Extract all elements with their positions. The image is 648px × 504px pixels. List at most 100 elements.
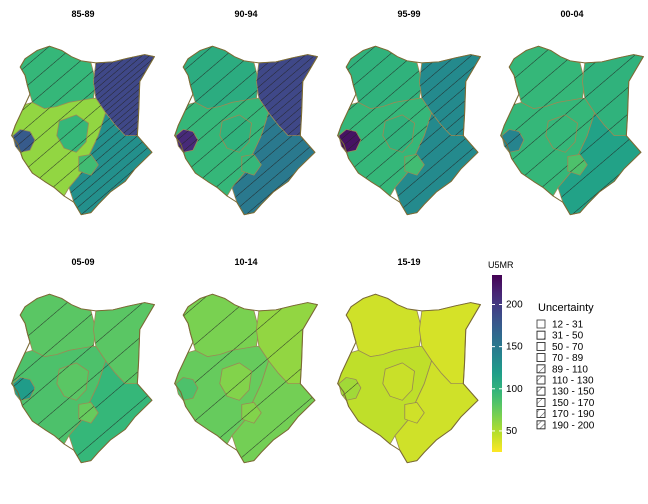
map-panel-00-04: 00-04 [500, 9, 644, 216]
uncertainty-hatch-coast [69, 360, 152, 463]
kenya-map [11, 293, 155, 464]
uncertainty-hatch-nairobi [567, 154, 588, 176]
uncertainty-hatch-coast [558, 112, 641, 215]
uncertainty-hatch-northwest [183, 294, 259, 357]
uncertainty-legend-item: 110 - 130 [536, 375, 594, 387]
uncertainty-legend-label: 31 - 50 [552, 331, 584, 342]
country-border [11, 45, 155, 216]
uncertainty-swatch-hatch [536, 341, 546, 351]
uncertainty-hatch-northwest [509, 46, 585, 109]
panel-title: 85-89 [71, 9, 94, 19]
region-nairobi [404, 402, 425, 424]
uncertainty-legend-label: 12 - 31 [552, 320, 584, 331]
map-panel-90-94: 90-94 [174, 9, 318, 216]
map-panel-05-09: 05-09 [11, 257, 155, 464]
uncertainty-legend-item: 31 - 50 [536, 330, 584, 342]
country-border [174, 293, 318, 464]
uncertainty-legend-label: 190 - 200 [552, 420, 595, 431]
kenya-map [11, 45, 155, 216]
uncertainty-hatch-northeast [256, 54, 318, 136]
panel-title: 15-19 [397, 257, 420, 267]
uncertainty-hatch-central [219, 114, 252, 153]
uncertainty-legend-item: 130 - 150 [536, 386, 595, 398]
uncertainty-legend-label: 150 - 170 [552, 398, 595, 409]
uncertainty-hatch-coast [69, 112, 152, 215]
uncertainty-swatch-hatch [536, 375, 546, 385]
region-central [382, 362, 415, 401]
uncertainty-hatch-central [545, 114, 578, 153]
panel-title: 95-99 [397, 9, 420, 19]
uncertainty-hatch-coast [395, 112, 478, 215]
colorbar-tick-label: 150 [506, 342, 523, 353]
kenya-map [337, 293, 481, 464]
uncertainty-hatch-coast [232, 360, 315, 463]
uncertainty-hatch-northeast [93, 302, 155, 384]
uncertainty-hatch-northeast [93, 54, 155, 136]
uncertainty-swatch [536, 319, 546, 329]
uncertainty-hatch-coast [232, 112, 315, 215]
uncertainty-swatch-hatch [536, 409, 546, 419]
panel-title: 00-04 [560, 9, 583, 19]
panel-title: 05-09 [71, 257, 94, 267]
map-panels: 85-89 90-94 95-99 00-04 05-09 10-14 15-19 [11, 9, 644, 464]
panel-title: 90-94 [234, 9, 257, 19]
uncertainty-legend-label: 89 - 110 [552, 364, 588, 375]
map-panel-15-19: 15-19 [337, 257, 481, 464]
country-border [337, 293, 481, 464]
panel-title: 10-14 [234, 257, 257, 267]
u5mr-colorbar: U5MR 50 100 150 200 [488, 260, 523, 452]
uncertainty-legend-label: 110 - 130 [552, 376, 594, 387]
colorbar-tick-label: 50 [506, 426, 518, 437]
colorbar-tick-label: 200 [506, 300, 523, 311]
uncertainty-hatch-northeast [256, 302, 318, 384]
uncertainty-legend-item: 70 - 89 [536, 353, 584, 364]
uncertainty-hatch-central [56, 114, 89, 153]
uncertainty-hatch-central [219, 362, 252, 401]
country-border [11, 293, 155, 464]
uncertainty-legend-item: 190 - 200 [536, 420, 595, 431]
uncertainty-legend-label: 130 - 150 [552, 387, 595, 398]
colorbar-tick-label: 100 [506, 384, 523, 395]
uncertainty-swatch-hatch [536, 364, 546, 374]
uncertainty-swatch-hatch [536, 386, 546, 396]
uncertainty-legend-item: 170 - 190 [536, 409, 595, 420]
map-panel-10-14: 10-14 [174, 257, 318, 464]
region-northwest [345, 293, 423, 358]
uncertainty-hatch-northwest [20, 46, 96, 109]
map-panel-85-89: 85-89 [11, 9, 155, 216]
country-border [500, 45, 644, 216]
kenya-map [500, 45, 644, 216]
uncertainty-legend-title: Uncertainty [538, 302, 594, 314]
uncertainty-swatch-hatch [536, 397, 546, 407]
uncertainty-hatch-northeast [582, 54, 644, 136]
uncertainty-hatch-northeast [419, 54, 481, 136]
uncertainty-legend-item: 150 - 170 [536, 397, 595, 409]
uncertainty-hatch-central [56, 362, 89, 401]
map-panel-95-99: 95-99 [337, 9, 481, 216]
colorbar-title: U5MR [488, 260, 514, 270]
uncertainty-legend-label: 70 - 89 [552, 353, 584, 364]
uncertainty-swatch-hatch [536, 420, 546, 430]
uncertainty-hatch-nairobi [78, 154, 99, 176]
uncertainty-hatch-nairobi [241, 154, 262, 176]
colorbar-gradient [492, 275, 502, 452]
uncertainty-hatch-central [382, 114, 415, 153]
kenya-map [174, 45, 318, 216]
uncertainty-legend-item: 89 - 110 [536, 364, 588, 375]
uncertainty-hatch-nairobi [78, 402, 99, 424]
uncertainty-swatch-hatch [536, 330, 546, 340]
uncertainty-hatch-northwest [20, 294, 96, 357]
uncertainty-hatch-nairobi [241, 402, 262, 424]
uncertainty-legend-item: 50 - 70 [536, 341, 584, 353]
uncertainty-hatch-nairobi [404, 154, 425, 176]
uncertainty-hatch-northwest [346, 46, 422, 109]
country-border [337, 45, 481, 216]
uncertainty-swatch-hatch [536, 353, 546, 363]
kenya-map [174, 293, 318, 464]
uncertainty-legend-item: 12 - 31 [536, 319, 584, 331]
kenya-map [337, 45, 481, 216]
uncertainty-hatch-northwest [183, 46, 259, 109]
uncertainty-legend-label: 170 - 190 [552, 409, 595, 420]
